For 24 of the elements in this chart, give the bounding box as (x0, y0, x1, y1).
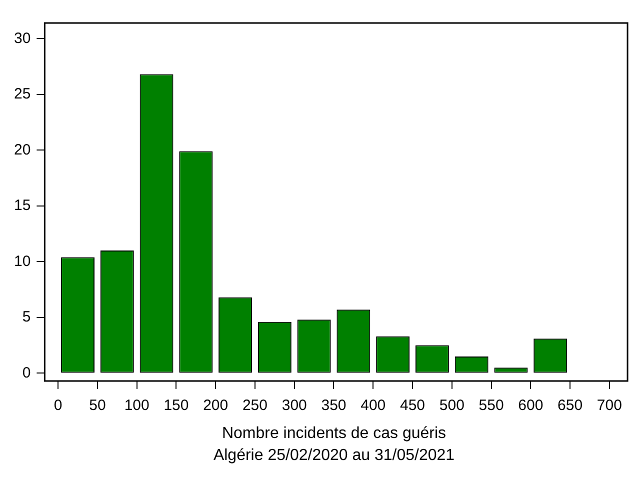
x-tick-label: 100 (124, 397, 150, 414)
y-tick-label: 30 (14, 30, 31, 47)
x-tick-label: 0 (54, 397, 62, 414)
x-tick-label: 700 (596, 397, 622, 414)
y-tick-label: 10 (14, 252, 31, 270)
x-tick-label: 350 (321, 397, 346, 414)
x-tick-label: 550 (478, 397, 504, 414)
x-tick-label: 300 (282, 397, 307, 414)
x-tick-label: 400 (360, 397, 386, 414)
x-axis-title: Nombre incidents de cas guéris (220, 424, 448, 444)
x-tick-label: 600 (518, 397, 544, 414)
x-tick-label: 250 (242, 397, 268, 414)
y-tick-label: 15 (14, 197, 31, 214)
x-tick-label: 50 (89, 397, 106, 414)
y-tick-label: 0 (22, 364, 31, 382)
x-tick-label: 500 (439, 397, 464, 414)
y-tick-label: 5 (22, 308, 31, 326)
x-tick-label: 650 (558, 397, 583, 414)
text: Algérie 25/02/2020 au 31/05/2021 (212, 446, 456, 466)
x-tick-label: 450 (400, 397, 426, 414)
x-tick-label: 150 (164, 397, 189, 414)
y-tick-label: 20 (14, 141, 31, 158)
x-tick-label: 200 (203, 397, 228, 414)
y-tick-label: 25 (14, 86, 31, 103)
